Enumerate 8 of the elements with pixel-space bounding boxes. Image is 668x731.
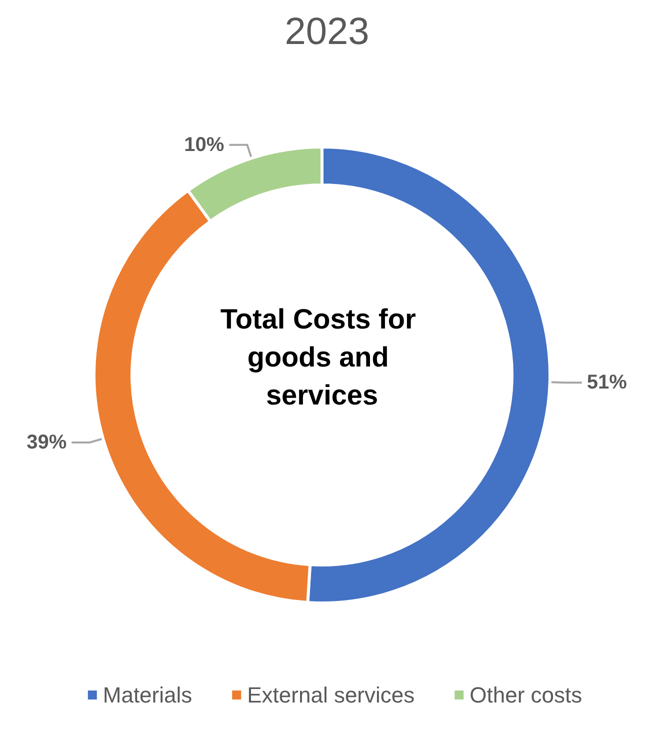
data-label: 51% bbox=[586, 372, 628, 394]
legend-label: Other costs bbox=[470, 682, 582, 708]
legend-label: Materials bbox=[102, 682, 192, 708]
chart-title: 2023 bbox=[284, 11, 370, 53]
text: Total Costs for goods and services bbox=[220, 304, 424, 410]
data-label: 10% bbox=[184, 134, 224, 156]
legend-label: External services bbox=[247, 682, 415, 708]
data-label: 39% bbox=[26, 432, 67, 454]
